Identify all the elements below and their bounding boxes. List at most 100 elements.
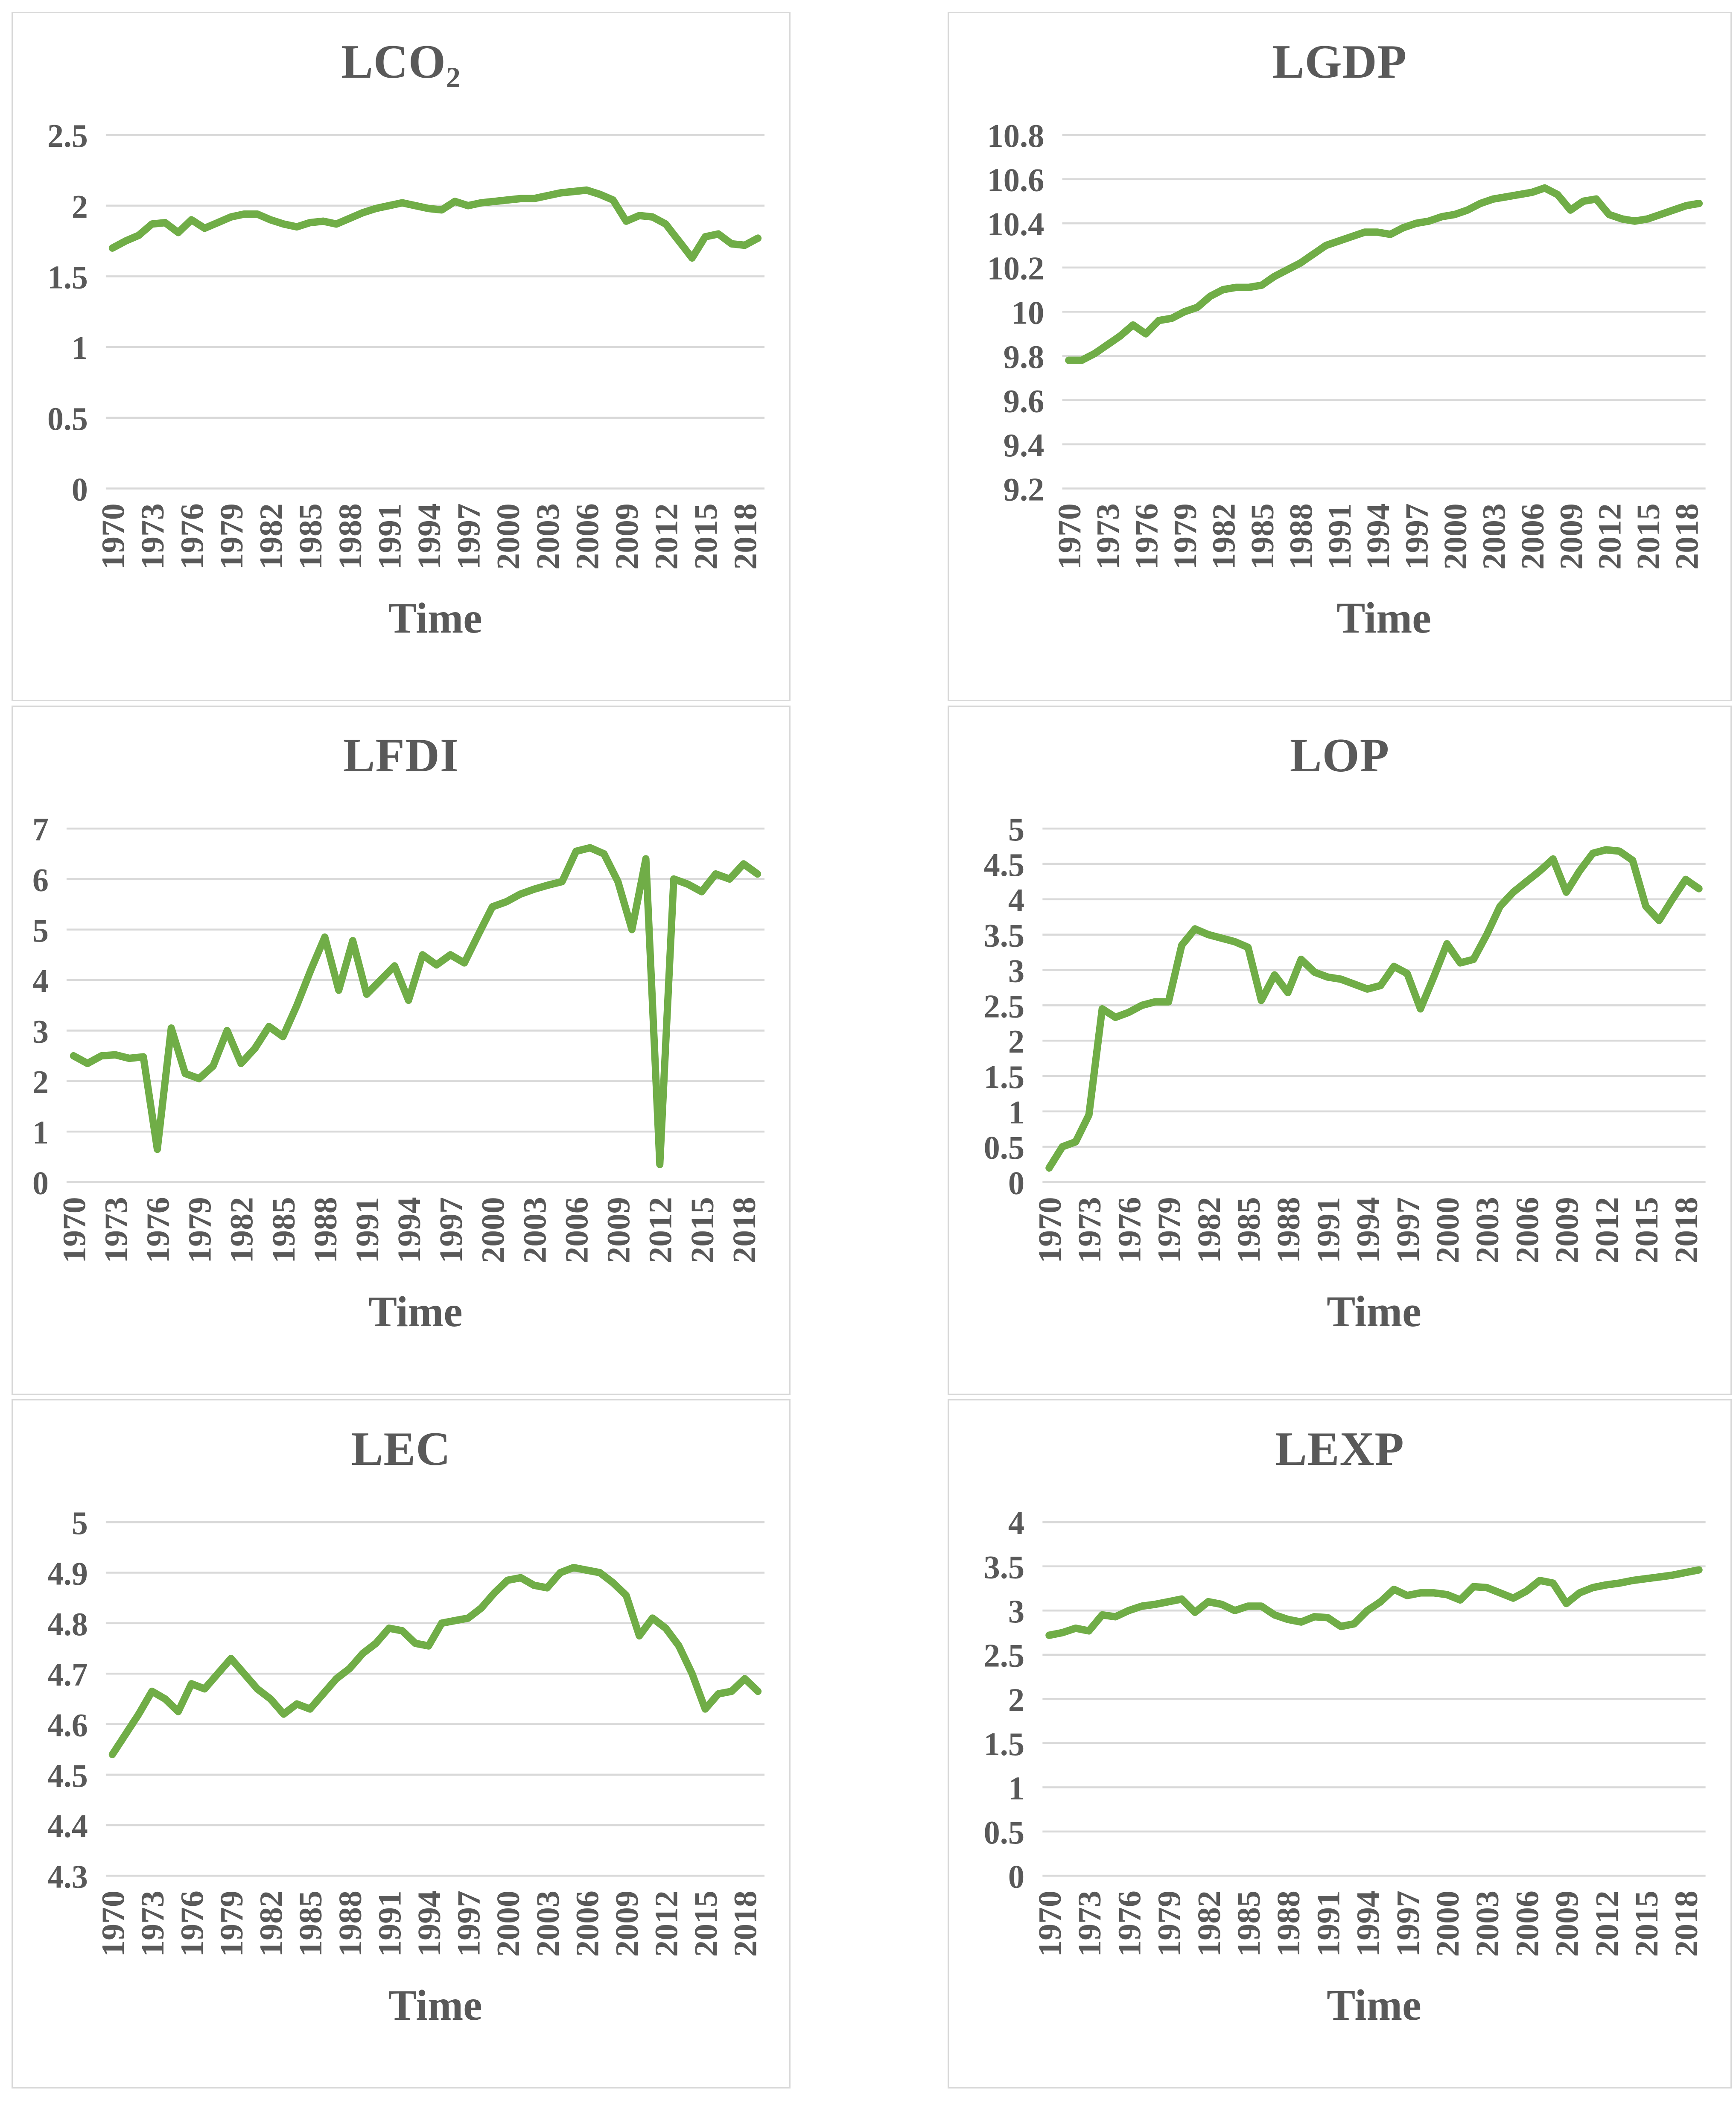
x-tick-label: 1985 (293, 1890, 329, 1957)
x-tick-label: 1982 (1205, 503, 1242, 569)
chart-panel-lfdi: LFDI 0 1 2 3 4 5 6 7 1970 1973 1976 1979 1982 1985 198… (12, 706, 791, 1395)
y-tick-label: 0 (1008, 1858, 1024, 1895)
x-tick-label: 2012 (1588, 1197, 1625, 1263)
y-tick-label: 4.7 (47, 1656, 88, 1693)
y-tick-label: 9.4 (1004, 426, 1045, 464)
x-tick-label: 1997 (1389, 1197, 1426, 1263)
chart-panel-lec: LEC 4.3 4.4 4.5 4.6 4.7 4.8 4.9 5 1970 1973 1976 19… (12, 1399, 791, 2088)
chart-title-lfdi: LFDI (13, 707, 789, 787)
y-tick-label: 4.9 (47, 1555, 88, 1592)
y-tick-label: 4 (32, 963, 49, 999)
x-tick-label: 2000 (1430, 1890, 1466, 1957)
x-tick-label: 1988 (1270, 1197, 1307, 1263)
x-tick-label: 1994 (1350, 1890, 1386, 1957)
x-tick-label: 2009 (601, 1197, 636, 1263)
x-tick-label: 1973 (135, 1890, 171, 1957)
x-tick-label: 2009 (1549, 1890, 1585, 1957)
y-tick-label: 1.5 (47, 259, 88, 295)
x-tick-label: 1988 (333, 1890, 368, 1957)
x-tick-label: 2003 (1476, 503, 1512, 569)
x-tick-label: 2012 (648, 503, 684, 569)
x-tick-label: 1979 (1151, 1197, 1187, 1263)
chart-title-text: LEXP (1275, 1423, 1404, 1476)
x-tick-label: 1970 (95, 503, 131, 569)
y-tick-label: 10.4 (987, 205, 1045, 242)
x-tick-label: 1985 (1231, 1197, 1267, 1263)
x-tick-label: 1970 (1051, 503, 1087, 569)
x-tick-label: 1994 (411, 1890, 447, 1957)
chart-title-text: LGDP (1272, 35, 1407, 88)
x-tick-label: 2009 (1553, 503, 1589, 569)
x-tick-label: 1979 (1167, 503, 1203, 569)
x-tick-label: 2015 (685, 1197, 721, 1263)
x-tick-label: 2003 (1469, 1197, 1506, 1263)
x-tick-label: 2015 (688, 1890, 724, 1957)
chart-panel-lexp: LEXP 0 0.5 1 1.5 2 2.5 3 3.5 4 1970 1973 1976 1979 19… (948, 1399, 1732, 2088)
x-tick-label: 2003 (530, 1890, 566, 1957)
x-tick-label: 2000 (1430, 1197, 1466, 1263)
y-tick-label: 9.2 (1004, 470, 1045, 508)
y-tick-label: 10.8 (987, 117, 1045, 154)
x-tick-label: 1973 (1090, 503, 1126, 569)
x-tick-label: 2009 (609, 503, 645, 569)
y-tick-label: 4.8 (47, 1606, 88, 1642)
chart-title-text: LCO (341, 35, 446, 88)
y-tick-label: 2 (1008, 1023, 1024, 1060)
x-tick-label: 1985 (293, 503, 329, 569)
y-tick-label: 2 (1008, 1681, 1024, 1718)
y-tick-label: 9.8 (1004, 338, 1045, 375)
x-tick-label: 1991 (372, 1890, 408, 1957)
y-tick-label: 5 (72, 1505, 88, 1541)
x-tick-label: 1976 (1111, 1197, 1147, 1263)
x-tick-label: 1991 (350, 1197, 385, 1263)
x-tick-label: 1979 (214, 503, 250, 569)
x-tick-label: 2015 (1630, 503, 1666, 569)
y-tick-label: 10.2 (987, 250, 1045, 287)
x-tick-label: 1982 (1190, 1197, 1227, 1263)
lgdp-plot: 9.2 9.4 9.6 9.8 10 10.2 10.4 10.6 10.8 1970 1973 19… (987, 117, 1706, 642)
x-tick-label: 1994 (391, 1197, 427, 1263)
y-tick-label: 2.5 (983, 987, 1024, 1024)
lco2-plot: 0 0.5 1 1.5 2 2.5 1970 1973 1976 1979 1982 1985 1988… (47, 117, 765, 642)
time-axis-label: Time (1327, 1981, 1421, 2029)
x-tick-label: 1994 (411, 503, 447, 569)
chart-title-text: LFDI (343, 729, 459, 782)
y-tick-label: 6 (32, 861, 49, 898)
x-tick-label: 1991 (1321, 503, 1357, 569)
data-line (1045, 1566, 1703, 1639)
time-axis-label: Time (1336, 594, 1431, 642)
x-tick-label: 2003 (517, 1197, 553, 1263)
chart-title-lop: LOP (949, 707, 1730, 787)
x-tick-label: 2015 (1628, 1197, 1665, 1263)
y-tick-label: 3 (32, 1013, 49, 1050)
y-tick-label: 3 (1008, 952, 1024, 989)
y-tick-label: 4.4 (47, 1808, 88, 1844)
y-tick-label: 10 (1012, 294, 1044, 331)
x-tick-label: 2003 (1469, 1890, 1506, 1957)
lfdi-plot: 0 1 2 3 4 5 6 7 1970 1973 1976 1979 1982 1985 1988 1991… (32, 811, 765, 1336)
x-tick-label: 1976 (1111, 1890, 1147, 1957)
x-tick-label: 1994 (1360, 503, 1396, 569)
x-tick-label: 1988 (333, 503, 368, 569)
y-tick-label: 10.6 (987, 161, 1045, 198)
x-tick-label: 2000 (475, 1197, 511, 1263)
y-tick-label: 1 (1008, 1769, 1024, 1806)
y-tick-label: 9.6 (1004, 382, 1045, 419)
y-tick-label: 0.5 (983, 1129, 1024, 1166)
x-tick-label: 2000 (490, 503, 526, 569)
x-tick-label: 1982 (253, 503, 289, 569)
x-tick-label: 1991 (1310, 1890, 1346, 1957)
x-tick-label: 1973 (98, 1197, 134, 1263)
data-line (108, 1563, 762, 1758)
x-tick-label: 2012 (1591, 503, 1628, 569)
x-tick-label: 1970 (1032, 1197, 1068, 1263)
time-axis-label: Time (388, 593, 482, 642)
x-tick-label: 2006 (569, 503, 605, 569)
y-tick-label: 7 (32, 811, 49, 848)
x-tick-label: 2009 (1549, 1197, 1585, 1263)
x-tick-label: 2018 (1669, 503, 1705, 569)
y-tick-label: 2.5 (47, 117, 88, 154)
